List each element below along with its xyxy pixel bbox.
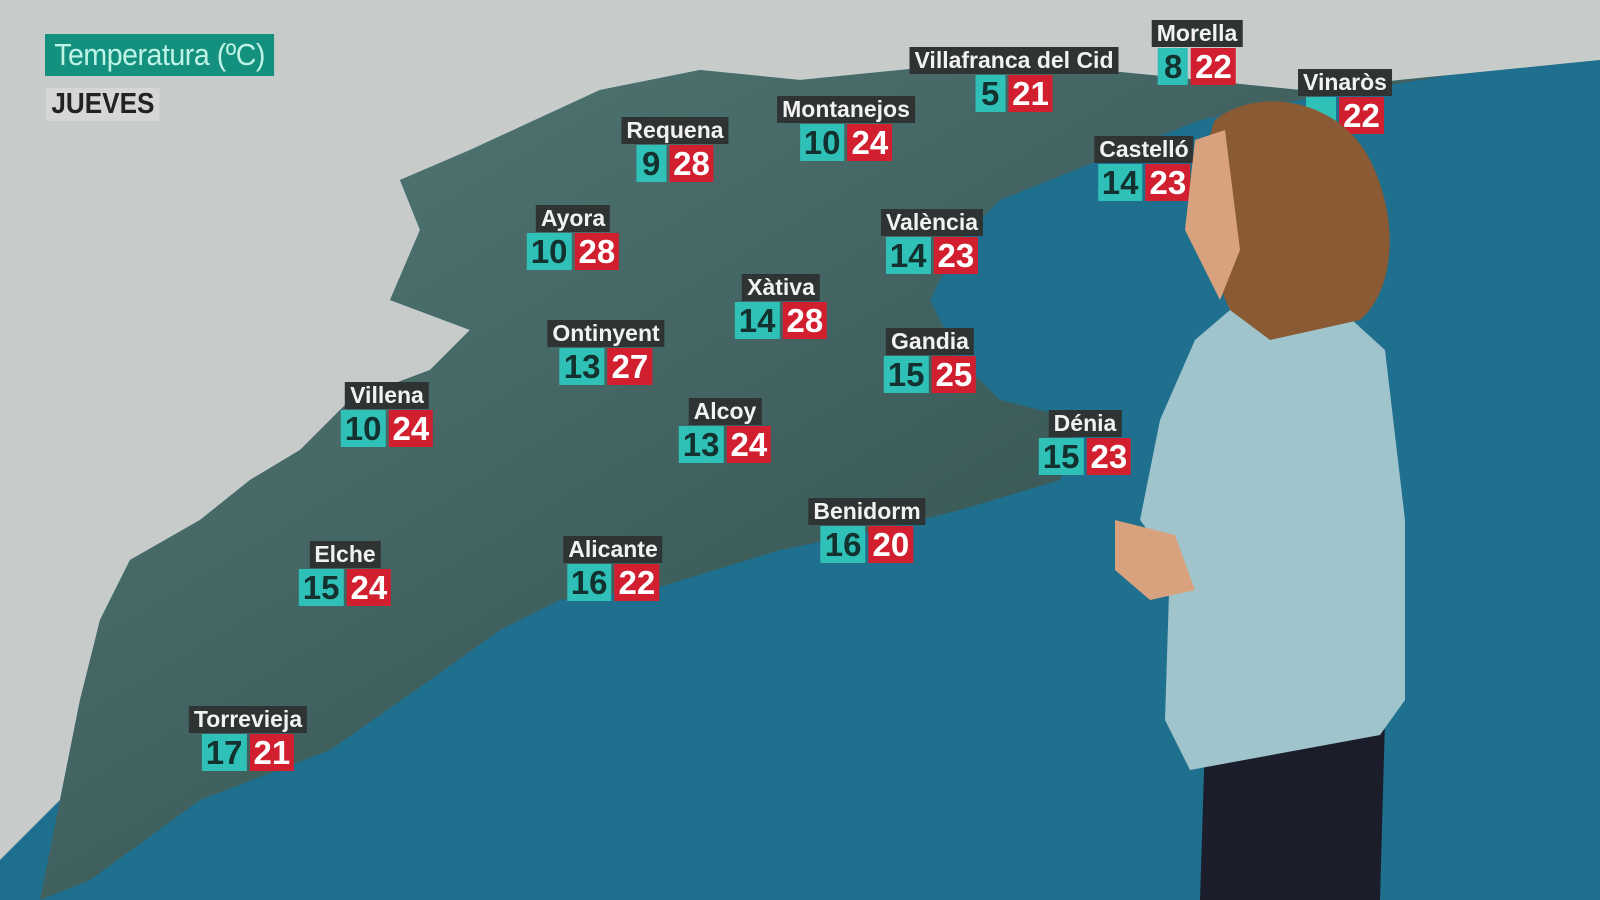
temperature-pair: 10 24 — [340, 410, 434, 447]
min-temperature: 15 — [883, 356, 929, 393]
city-forecast: Castelló 14 23 — [1094, 136, 1194, 201]
min-temperature: 8 — [1158, 48, 1189, 85]
city-name: Xàtiva — [742, 274, 820, 301]
city-forecast: Villafranca del Cid 5 21 — [909, 47, 1119, 112]
city-forecast: Morella 8 22 — [1151, 20, 1243, 85]
min-temperature: 14 — [885, 237, 931, 274]
city-forecast: Benidorm 16 20 — [808, 498, 926, 563]
min-temperature: 9 — [636, 145, 667, 182]
city-name: Villena — [345, 382, 429, 409]
min-temperature: 14 — [734, 302, 780, 339]
max-temperature: 24 — [388, 410, 434, 447]
city-forecast: Ayora 10 28 — [526, 205, 620, 270]
max-temperature: 22 — [614, 564, 660, 601]
temperature-pair: 10 24 — [799, 124, 893, 161]
min-temperature: 16 — [566, 564, 612, 601]
max-temperature: 22 — [1339, 97, 1384, 134]
temperature-pair: 14 28 — [734, 302, 828, 339]
city-forecast: Alcoy 13 24 — [678, 398, 772, 463]
city-name: Benidorm — [808, 498, 926, 525]
city-name: Requena — [621, 117, 729, 144]
city-name: Elche — [309, 541, 381, 568]
temperature-pair: 16 22 — [566, 564, 660, 601]
city-forecast: València 14 23 — [880, 209, 984, 274]
temperature-pair: 9 28 — [636, 145, 714, 182]
max-temperature: 24 — [346, 569, 392, 606]
max-temperature: 28 — [782, 302, 828, 339]
city-forecast: Requena 9 28 — [621, 117, 729, 182]
max-temperature: 20 — [868, 526, 914, 563]
temperature-pair: 13 27 — [559, 348, 653, 385]
city-name: Torrevieja — [188, 706, 308, 733]
max-temperature: 28 — [669, 145, 714, 182]
city-name: Ayora — [535, 205, 611, 232]
max-temperature: 23 — [1086, 438, 1132, 475]
max-temperature: 28 — [574, 233, 620, 270]
max-temperature: 24 — [726, 426, 772, 463]
min-temperature: 10 — [526, 233, 572, 270]
city-name: Villafranca del Cid — [909, 47, 1119, 74]
city-name: Castelló — [1094, 136, 1194, 163]
max-temperature: 21 — [249, 734, 295, 771]
temperature-pair: 10 28 — [526, 233, 620, 270]
inland-terrain — [0, 0, 1600, 860]
max-temperature: 23 — [1145, 164, 1191, 201]
min-temperature: 15 — [1038, 438, 1084, 475]
city-forecast: Torrevieja 17 21 — [188, 706, 308, 771]
city-name: Morella — [1151, 20, 1243, 47]
min-temperature: 14 — [1097, 164, 1143, 201]
temperature-pair: 15 25 — [883, 356, 977, 393]
city-forecast: Xàtiva 14 28 — [734, 274, 828, 339]
temperature-pair: 17 21 — [201, 734, 295, 771]
city-name: Alicante — [563, 536, 663, 563]
city-name: Ontinyent — [547, 320, 665, 347]
max-temperature: 23 — [933, 237, 979, 274]
city-name: Gandia — [886, 328, 974, 355]
temperature-pair: 13 24 — [678, 426, 772, 463]
city-name: Alcoy — [688, 398, 762, 425]
city-name: València — [880, 209, 984, 236]
temperature-pair: 15 24 — [298, 569, 392, 606]
temperature-pair: 14 23 — [1097, 164, 1191, 201]
city-name: Dénia — [1048, 410, 1122, 437]
temperature-pair: 22 — [1306, 97, 1384, 134]
city-forecast: Ontinyent 13 27 — [547, 320, 665, 385]
city-forecast: Dénia 15 23 — [1038, 410, 1132, 475]
min-temperature: 10 — [799, 124, 845, 161]
temperature-pair: 14 23 — [885, 237, 979, 274]
map-title: Temperatura (ºC) — [45, 34, 275, 76]
max-temperature: 25 — [931, 356, 977, 393]
max-temperature: 21 — [1008, 75, 1053, 112]
max-temperature: 27 — [607, 348, 653, 385]
city-forecast: Alicante 16 22 — [563, 536, 663, 601]
city-forecast: Vinaròs 22 — [1298, 69, 1392, 134]
min-temperature: 5 — [975, 75, 1006, 112]
min-temperature: 10 — [340, 410, 386, 447]
min-temperature: 13 — [559, 348, 605, 385]
min-temperature — [1306, 97, 1337, 134]
city-name: Montanejos — [777, 96, 915, 123]
min-temperature: 16 — [820, 526, 866, 563]
city-forecast: Gandia 15 25 — [883, 328, 977, 393]
valencian-community-land — [40, 60, 1450, 900]
city-name: Vinaròs — [1298, 69, 1392, 96]
city-forecast: Villena 10 24 — [340, 382, 434, 447]
min-temperature: 17 — [201, 734, 247, 771]
max-temperature: 24 — [847, 124, 893, 161]
min-temperature: 13 — [678, 426, 724, 463]
temperature-pair: 5 21 — [975, 75, 1053, 112]
temperature-pair: 16 20 — [820, 526, 914, 563]
forecast-day: JUEVES — [46, 88, 160, 121]
temperature-pair: 8 22 — [1158, 48, 1236, 85]
city-forecast: Montanejos 10 24 — [777, 96, 915, 161]
city-forecast: Elche 15 24 — [298, 541, 392, 606]
temperature-pair: 15 23 — [1038, 438, 1132, 475]
max-temperature: 22 — [1191, 48, 1236, 85]
min-temperature: 15 — [298, 569, 344, 606]
